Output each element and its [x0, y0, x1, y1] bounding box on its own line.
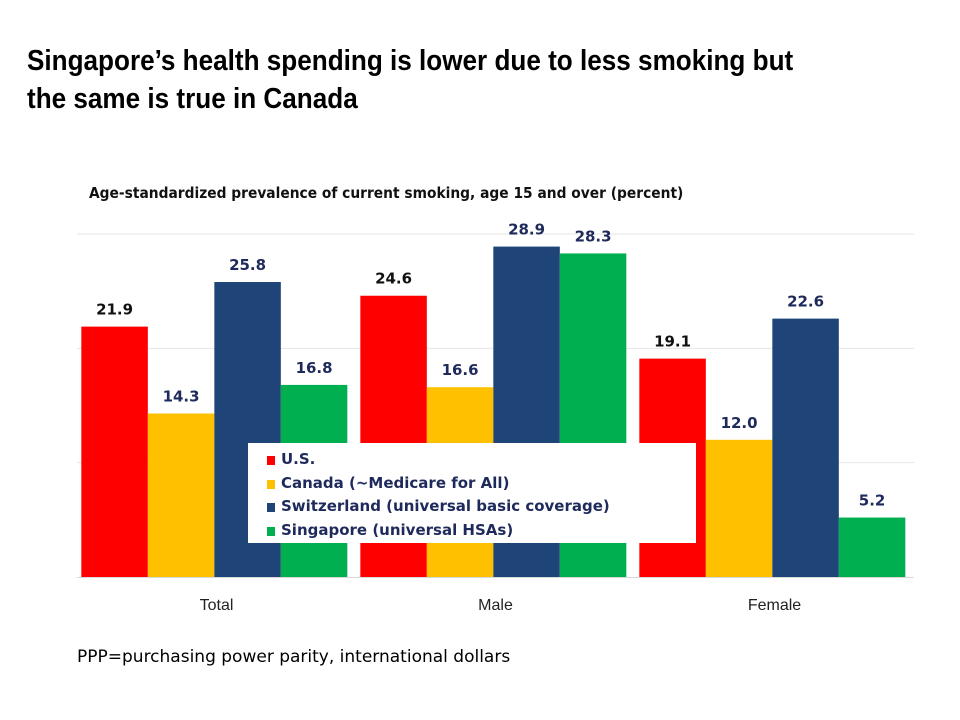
legend-item-canada: Canada (~Medicare for All)	[267, 472, 696, 496]
chart-title: Age-standardized prevalence of current s…	[89, 184, 684, 202]
bar	[705, 439, 773, 577]
legend-swatch-canada	[267, 479, 275, 489]
title-line-2: the same is true in Canada	[27, 83, 358, 115]
data-label: 28.9	[508, 221, 545, 239]
legend-swatch-us	[267, 456, 275, 465]
bar	[838, 517, 906, 577]
data-label: 24.6	[375, 270, 412, 288]
data-label: 14.3	[163, 388, 200, 406]
bar	[147, 413, 215, 577]
legend-swatch-singapore	[267, 526, 275, 536]
legend-label: U.S.	[281, 450, 316, 468]
bar	[81, 326, 148, 577]
x-tick-label: Male	[478, 597, 513, 614]
bar	[772, 318, 839, 577]
legend-label: Singapore (universal HSAs)	[281, 520, 514, 539]
data-label: 21.9	[96, 301, 133, 319]
data-label: 12.0	[721, 414, 758, 432]
data-label: 22.6	[787, 293, 824, 311]
data-label: 16.8	[296, 359, 333, 377]
data-label: 25.8	[229, 256, 266, 274]
data-label: 28.3	[575, 227, 612, 245]
footnote: PPP=purchasing power parity, internation…	[77, 647, 511, 667]
legend-label: Canada (~Medicare for All)	[281, 473, 510, 492]
legend-item-us: U.S.	[267, 448, 696, 472]
title-line-1: Singapore’s health spending is lower due…	[27, 45, 794, 77]
legend-swatch-switzerland	[267, 503, 275, 512]
legend-item-singapore: Singapore (universal HSAs)	[267, 519, 696, 543]
chart-legend: U.S. Canada (~Medicare for All) Switzerl…	[248, 443, 696, 543]
data-label: 16.6	[442, 361, 479, 379]
legend-item-switzerland: Switzerland (universal basic coverage)	[267, 495, 696, 519]
x-tick-label: Female	[748, 597, 801, 614]
page-title: Singapore’s health spending is lower due…	[27, 42, 855, 118]
x-tick-label: Total	[200, 597, 234, 614]
legend-label: Switzerland (universal basic coverage)	[281, 497, 610, 515]
data-label: 5.2	[859, 492, 886, 510]
data-label: 19.1	[654, 333, 691, 351]
